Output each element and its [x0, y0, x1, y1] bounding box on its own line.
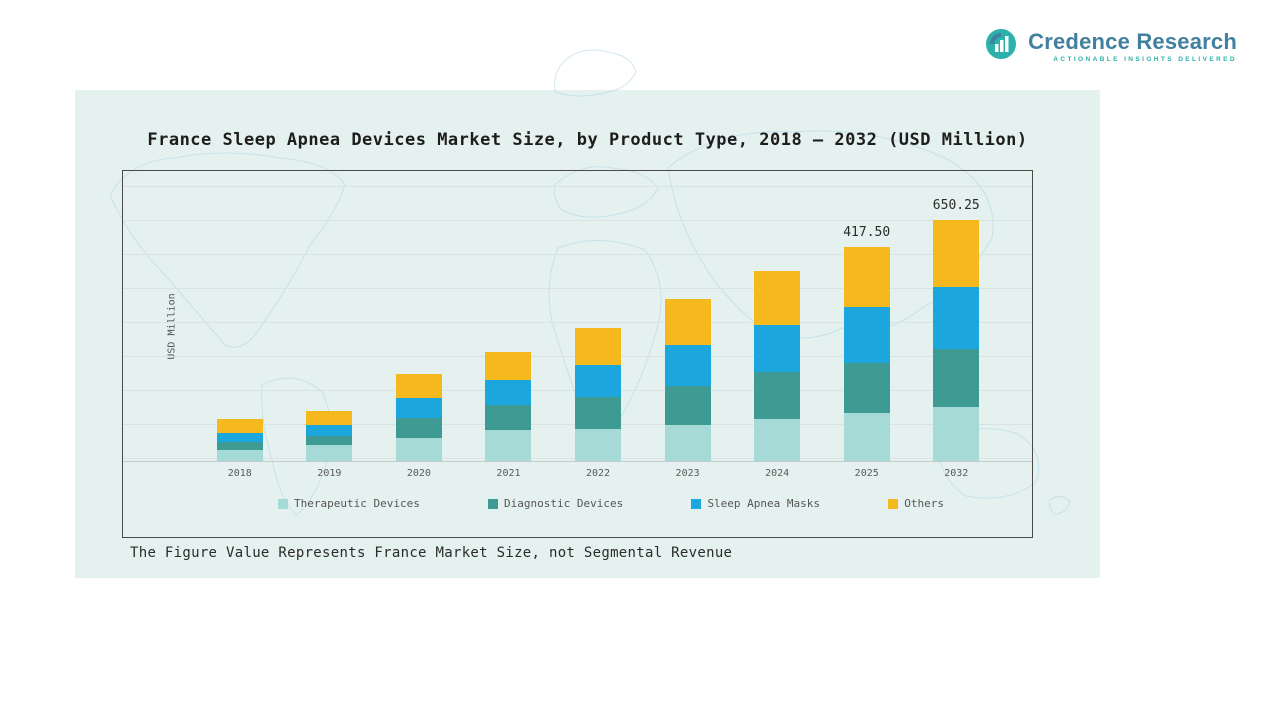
bar-group-2020 [374, 186, 464, 461]
x-tick-2018: 2018 [227, 468, 252, 479]
segment-diagnostic-devices-2019 [306, 436, 353, 446]
segment-therapeutic-devices-2022 [575, 428, 622, 461]
segment-therapeutic-devices-2019 [306, 445, 353, 461]
bar-group-2024 [732, 186, 822, 461]
segment-others-2024 [754, 271, 801, 325]
segment-others-2023 [664, 299, 711, 346]
x-tick-2021: 2021 [496, 468, 521, 479]
segment-diagnostic-devices-2018 [216, 442, 263, 450]
stacked-bar-2018 [216, 419, 263, 461]
bar-group-2025: 417.50 [822, 186, 912, 461]
bar-group-2019 [285, 186, 375, 461]
segment-diagnostic-devices-2032 [933, 349, 980, 407]
segment-others-2022 [575, 328, 622, 365]
x-tick-2022: 2022 [585, 468, 611, 479]
segment-diagnostic-devices-2025 [843, 362, 890, 414]
legend-label: Others [904, 497, 944, 510]
stacked-bar-2019 [306, 411, 353, 461]
segment-others-2025 [843, 247, 890, 307]
brand-logo: Credence Research Actionable Insights De… [983, 26, 1237, 66]
legend-swatch-sleep-apnea-masks [691, 498, 702, 509]
legend-swatch-therapeutic-devices [278, 498, 288, 509]
segment-others-2021 [485, 352, 532, 380]
segment-sleep-apnea-masks-2022 [575, 364, 622, 397]
segment-sleep-apnea-masks-2023 [664, 345, 711, 387]
segment-sleep-apnea-masks-2032 [933, 287, 980, 350]
segment-diagnostic-devices-2021 [485, 404, 532, 430]
segment-others-2020 [395, 374, 442, 399]
segment-therapeutic-devices-2021 [485, 430, 532, 461]
x-tick-2024: 2024 [765, 468, 790, 479]
segment-others-2018 [216, 419, 263, 434]
x-tick-2019: 2019 [317, 468, 342, 479]
bar-group-2023 [643, 186, 733, 461]
stacked-bar-2023 [664, 299, 711, 461]
legend-item-diagnostic-devices: Diagnostic Devices [488, 497, 623, 510]
legend-label: Sleep Apnea Masks [707, 497, 821, 510]
x-tick-2020: 2020 [406, 468, 431, 479]
legend-item-others: Others [888, 497, 944, 510]
legend-label: Diagnostic Devices [504, 497, 624, 510]
segment-diagnostic-devices-2024 [754, 371, 801, 419]
legend-swatch-diagnostic-devices [488, 498, 499, 509]
x-axis-ticks: 2018 2019 2020 2021 2022 2023 2024 2025 2032 [195, 468, 1001, 479]
footnote: The Figure Value Represents France Marke… [130, 545, 733, 561]
segment-sleep-apnea-masks-2018 [216, 433, 263, 443]
legend-item-sleep-apnea-masks: Sleep Apnea Masks [691, 497, 820, 510]
stacked-bar-2021 [485, 352, 532, 461]
x-tick-2032: 2032 [944, 468, 969, 479]
x-tick-2023: 2023 [675, 468, 700, 479]
stacked-bar-2025: 417.50 [843, 225, 890, 461]
segment-therapeutic-devices-2025 [843, 413, 890, 461]
segment-sleep-apnea-masks-2024 [754, 324, 801, 372]
bars-container: 417.50 650.25 [195, 186, 1001, 461]
legend-item-therapeutic-devices: Therapeutic Devices [278, 497, 420, 510]
data-label-2025: 417.50 [843, 225, 891, 240]
stacked-bar-2032: 650.25 [933, 198, 980, 461]
segment-diagnostic-devices-2023 [664, 386, 711, 426]
segment-others-2032 [933, 220, 980, 288]
segment-therapeutic-devices-2018 [216, 449, 263, 461]
segment-therapeutic-devices-2020 [395, 437, 442, 461]
bar-chart-icon [983, 26, 1019, 66]
bar-group-2032: 650.25 [912, 186, 1002, 461]
legend: Therapeutic Devices Diagnostic Devices Sle… [278, 497, 944, 510]
legend-label: Therapeutic Devices [294, 497, 420, 510]
stacked-bar-2022 [575, 328, 622, 461]
legend-swatch-others [888, 498, 899, 509]
stacked-bar-2024 [754, 271, 801, 461]
segment-diagnostic-devices-2022 [575, 396, 622, 429]
stacked-bar-2020 [395, 374, 442, 461]
segment-diagnostic-devices-2020 [395, 418, 442, 438]
segment-therapeutic-devices-2032 [933, 406, 980, 461]
bar-group-2021 [464, 186, 554, 461]
x-tick-2025: 2025 [854, 468, 879, 479]
bar-group-2018 [195, 186, 285, 461]
brand-tagline: Actionable Insights Delivered [1053, 56, 1237, 63]
segment-others-2019 [306, 411, 353, 426]
segment-sleep-apnea-masks-2025 [843, 306, 890, 363]
bar-group-2022 [553, 186, 643, 461]
segment-sleep-apnea-masks-2021 [485, 379, 532, 405]
segment-sleep-apnea-masks-2019 [306, 425, 353, 437]
brand-name: Credence Research [1028, 29, 1237, 54]
chart-panel: France Sleep Apnea Devices Market Size, … [75, 90, 1100, 578]
segment-therapeutic-devices-2024 [754, 418, 801, 461]
data-label-2032: 650.25 [932, 198, 980, 213]
chart-title: France Sleep Apnea Devices Market Size, … [147, 130, 1028, 150]
segment-sleep-apnea-masks-2020 [395, 398, 442, 418]
segment-therapeutic-devices-2023 [664, 425, 711, 461]
